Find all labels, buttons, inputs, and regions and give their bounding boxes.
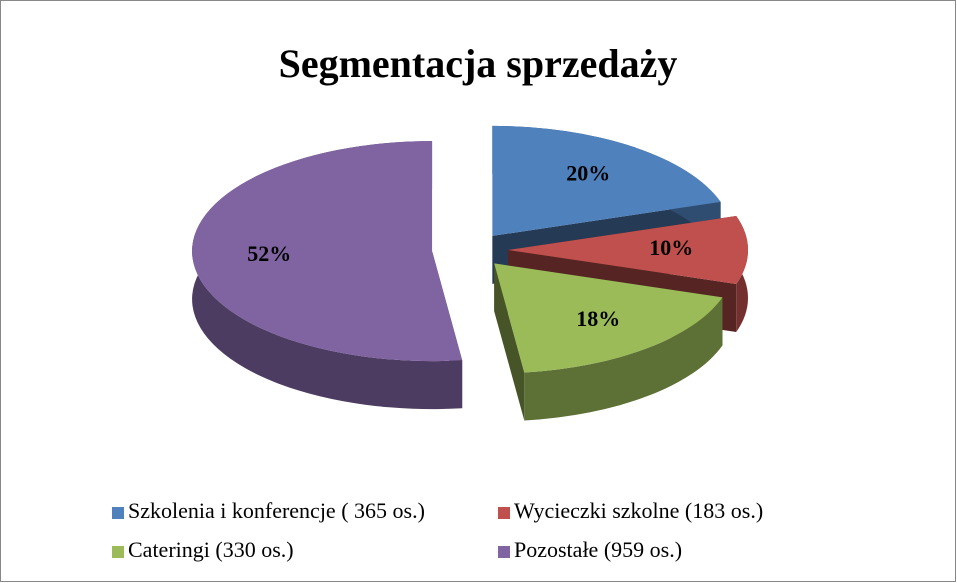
slice-side (494, 263, 525, 421)
chart-title: Segmentacja sprzedaży (279, 41, 678, 86)
legend-label: Wycieczki szkolne (183 os.) (514, 498, 763, 523)
slice (508, 216, 748, 284)
legend-label: Cateringi (330 os.) (128, 537, 294, 562)
data-label: 20% (566, 160, 610, 185)
data-label: 18% (576, 306, 620, 331)
slice-labels: 20% 10% 18% 52% (247, 160, 693, 331)
legend-swatch (498, 507, 510, 519)
legend-label: Szkolenia i konferencje ( 365 os.) (128, 498, 425, 523)
slice (192, 141, 463, 362)
slice (494, 263, 723, 373)
legend-swatch (498, 546, 510, 558)
data-label: 10% (649, 235, 693, 260)
legend-label: Pozostałe (959 os.) (514, 537, 682, 562)
legend-swatch (112, 546, 124, 558)
data-label: 52% (247, 241, 291, 266)
slice-tops (192, 125, 748, 373)
slice (492, 125, 721, 236)
slice-side (524, 297, 723, 421)
legend-swatch (112, 507, 124, 519)
